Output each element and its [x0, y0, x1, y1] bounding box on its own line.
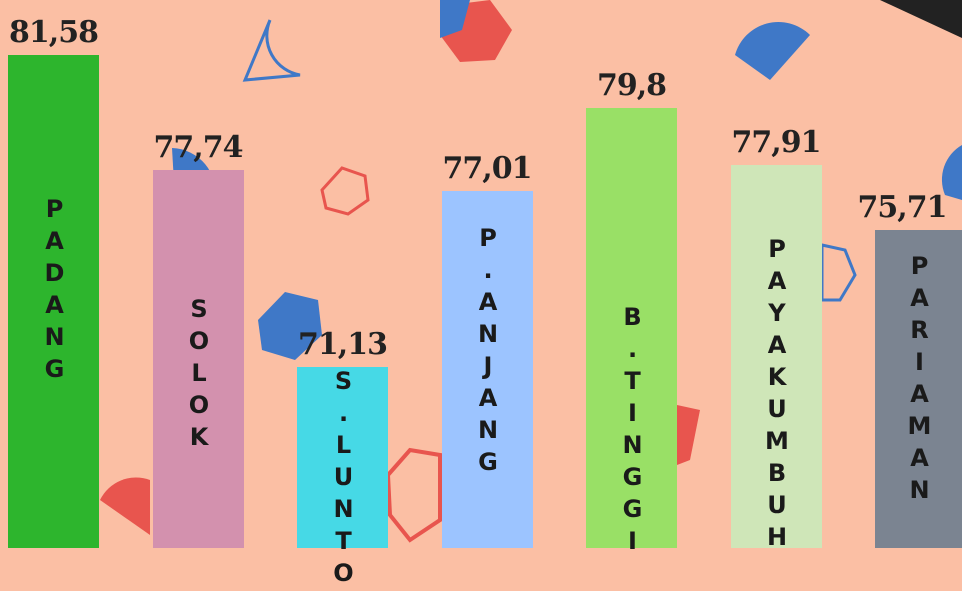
value-label: 77,91 [731, 124, 822, 160]
category-label: P.ANJANG [474, 224, 502, 481]
value-label: 79,8 [596, 68, 667, 104]
bar [441, 191, 533, 548]
bar [586, 108, 677, 548]
category-label: PAYAKUMBUH [763, 234, 791, 555]
decoration [100, 0, 962, 543]
value-label: 77,74 [153, 129, 244, 165]
category-label: PARIAMAN [905, 252, 934, 509]
page: 81,58 PADANG 77,74 SOLOK 71,13 S.LUNTO 77,01 P.… [8, 0, 962, 591]
category-label: B.TINGGI [618, 303, 647, 560]
bar [730, 164, 822, 548]
category-label: S.LUNTO [329, 367, 358, 591]
category-label: PADANG [40, 195, 69, 387]
bar [875, 230, 962, 548]
value-label: 77,01 [442, 151, 533, 187]
value-label: 71,13 [298, 327, 388, 362]
bar [152, 169, 244, 548]
bar [8, 55, 99, 548]
category-label: SOLOK [185, 294, 213, 455]
value-label: 81,58 [9, 15, 99, 50]
bar [297, 367, 388, 548]
value-label: 75,71 [857, 190, 948, 226]
